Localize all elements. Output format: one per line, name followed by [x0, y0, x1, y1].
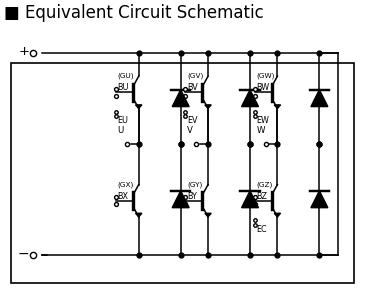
- Text: (GZ): (GZ): [256, 181, 273, 188]
- Text: ■ Equivalent Circuit Schematic: ■ Equivalent Circuit Schematic: [4, 4, 264, 22]
- FancyBboxPatch shape: [11, 63, 354, 283]
- Text: (GW): (GW): [256, 73, 275, 79]
- Polygon shape: [135, 213, 142, 217]
- Text: +: +: [18, 45, 29, 58]
- Polygon shape: [242, 90, 258, 107]
- Polygon shape: [311, 90, 328, 107]
- Polygon shape: [274, 105, 281, 108]
- Polygon shape: [242, 191, 258, 208]
- Text: BZ: BZ: [256, 192, 267, 201]
- Text: (GU): (GU): [118, 73, 134, 79]
- Text: EV: EV: [187, 117, 197, 125]
- Text: BV: BV: [187, 83, 198, 92]
- Polygon shape: [172, 191, 189, 208]
- Text: U: U: [118, 126, 124, 135]
- Text: −: −: [18, 247, 30, 261]
- Polygon shape: [135, 105, 142, 108]
- Text: V: V: [187, 126, 193, 135]
- Text: (GY): (GY): [187, 181, 202, 188]
- Text: EW: EW: [256, 117, 269, 125]
- Text: EC: EC: [256, 225, 267, 234]
- Text: (GV): (GV): [187, 73, 203, 79]
- Polygon shape: [172, 90, 189, 107]
- Polygon shape: [311, 191, 328, 208]
- Polygon shape: [205, 105, 211, 108]
- Text: BW: BW: [256, 83, 269, 92]
- Text: (GX): (GX): [118, 181, 134, 188]
- Polygon shape: [205, 213, 211, 217]
- Text: BX: BX: [118, 192, 128, 201]
- Text: W: W: [256, 126, 265, 135]
- Text: BU: BU: [118, 83, 129, 92]
- Text: BY: BY: [187, 192, 197, 201]
- Polygon shape: [274, 213, 281, 217]
- Text: EU: EU: [118, 117, 128, 125]
